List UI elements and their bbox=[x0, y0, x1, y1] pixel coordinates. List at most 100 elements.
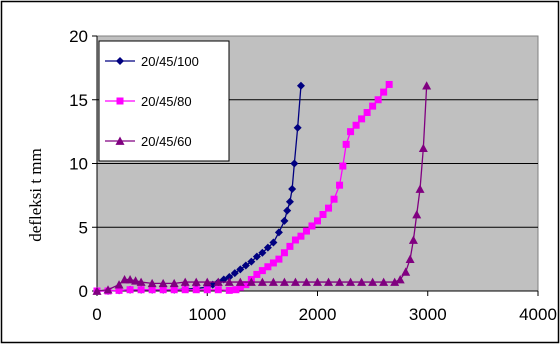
data-point bbox=[103, 285, 113, 294]
axes: 0 5 10 15 20 0 1000 2000 3000 4000 bbox=[69, 27, 557, 324]
data-point bbox=[363, 109, 371, 116]
y-tick-label: 20 bbox=[69, 27, 88, 46]
data-point bbox=[257, 277, 267, 286]
data-point bbox=[285, 197, 294, 206]
data-point bbox=[390, 277, 400, 286]
x-tick-label: 4000 bbox=[519, 305, 557, 324]
data-point bbox=[269, 238, 278, 247]
data-point bbox=[236, 265, 245, 274]
legend: 20/45/100 20/45/80 20/45/60 bbox=[98, 40, 230, 162]
data-point bbox=[290, 159, 299, 168]
data-point bbox=[283, 206, 292, 215]
legend-label: 20/45/100 bbox=[141, 54, 199, 69]
data-point bbox=[159, 286, 167, 294]
data-point bbox=[170, 286, 178, 294]
x-tick-label: 2000 bbox=[299, 305, 337, 324]
data-point bbox=[296, 81, 305, 90]
data-point bbox=[288, 185, 297, 193]
data-point bbox=[191, 277, 201, 286]
data-point bbox=[203, 286, 211, 294]
data-point bbox=[369, 102, 377, 110]
legend-marker bbox=[115, 136, 125, 145]
data-point bbox=[268, 277, 278, 286]
data-point bbox=[293, 123, 302, 132]
data-point bbox=[319, 211, 327, 218]
data-point bbox=[358, 115, 366, 123]
data-point bbox=[131, 276, 141, 285]
data-point bbox=[158, 278, 168, 288]
data-point bbox=[408, 235, 418, 244]
data-point bbox=[225, 272, 234, 281]
data-point bbox=[224, 277, 234, 286]
data-point bbox=[308, 222, 316, 230]
data-point bbox=[242, 281, 250, 289]
data-point bbox=[125, 275, 135, 284]
data-point bbox=[357, 277, 367, 286]
data-point bbox=[335, 277, 345, 286]
data-point bbox=[291, 236, 299, 244]
data-point bbox=[324, 277, 334, 286]
data-point bbox=[181, 286, 189, 294]
legend-label: 20/45/60 bbox=[141, 134, 192, 149]
data-point bbox=[275, 255, 283, 263]
data-point bbox=[325, 204, 333, 212]
y-tick-label: 5 bbox=[79, 218, 88, 237]
y-tick-label: 0 bbox=[79, 282, 88, 301]
series-2 bbox=[93, 80, 393, 295]
data-point bbox=[241, 261, 250, 270]
data-point bbox=[342, 140, 350, 148]
x-tick-label: 1000 bbox=[188, 305, 226, 324]
data-point bbox=[286, 242, 294, 250]
data-point bbox=[213, 277, 223, 286]
data-point bbox=[214, 286, 222, 294]
data-point bbox=[380, 88, 388, 96]
data-point bbox=[280, 216, 289, 225]
data-point bbox=[230, 269, 239, 278]
data-point bbox=[169, 278, 179, 288]
data-point bbox=[368, 277, 378, 286]
x-tick-label: 3000 bbox=[409, 305, 447, 324]
y-tick-label: 15 bbox=[69, 91, 88, 110]
legend-marker bbox=[116, 97, 124, 105]
data-point bbox=[92, 286, 102, 295]
data-point bbox=[418, 143, 428, 153]
data-point bbox=[379, 277, 389, 286]
data-point bbox=[236, 283, 244, 291]
data-point bbox=[279, 277, 289, 286]
data-point bbox=[269, 259, 277, 267]
data-point bbox=[385, 80, 393, 88]
data-point bbox=[258, 267, 266, 275]
data-point bbox=[405, 254, 415, 263]
data-point bbox=[114, 280, 124, 289]
data-point bbox=[235, 277, 245, 286]
data-point bbox=[126, 286, 134, 294]
data-point bbox=[314, 217, 321, 225]
data-point bbox=[252, 252, 261, 261]
data-point bbox=[339, 162, 347, 170]
data-point bbox=[395, 275, 405, 284]
data-point bbox=[374, 96, 382, 104]
data-point bbox=[301, 277, 311, 286]
data-point bbox=[253, 270, 261, 278]
data-point bbox=[258, 248, 267, 257]
data-point bbox=[412, 210, 422, 219]
data-point bbox=[280, 249, 288, 257]
data-point bbox=[302, 227, 310, 235]
x-tick-label: 0 bbox=[92, 305, 101, 324]
data-point bbox=[330, 195, 338, 203]
data-point bbox=[263, 243, 272, 252]
data-point bbox=[401, 267, 411, 276]
data-point bbox=[336, 181, 344, 189]
data-point bbox=[136, 277, 146, 286]
data-point bbox=[290, 277, 300, 286]
data-point bbox=[246, 277, 256, 286]
data-point bbox=[180, 277, 190, 286]
series-3 bbox=[92, 81, 432, 295]
data-point bbox=[415, 184, 425, 193]
data-point bbox=[192, 286, 200, 294]
data-point bbox=[297, 232, 305, 240]
data-point bbox=[422, 81, 432, 90]
series-layer bbox=[92, 80, 432, 295]
data-point bbox=[247, 257, 256, 266]
